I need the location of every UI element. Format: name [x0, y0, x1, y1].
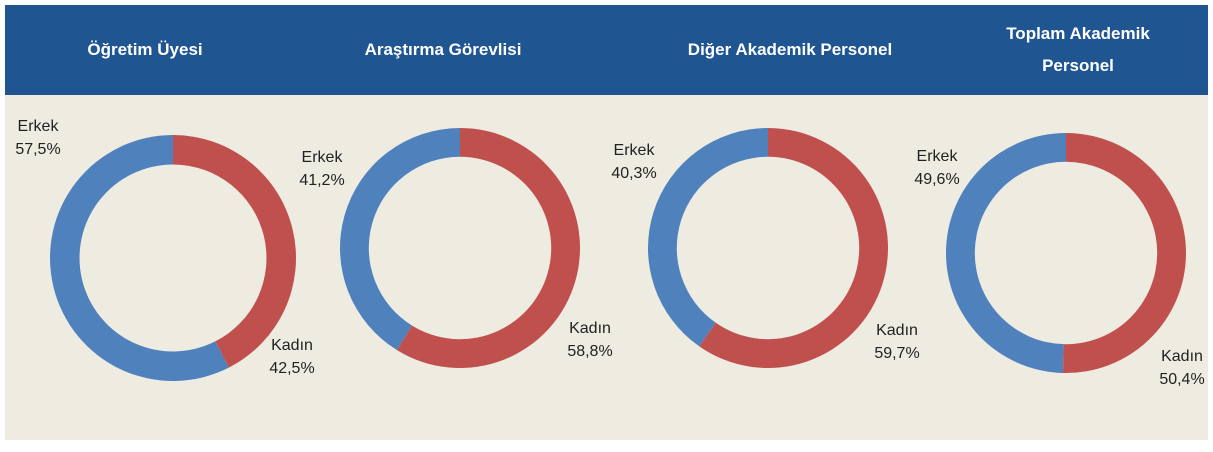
slice-label: Erkek	[302, 149, 344, 166]
value-label: 58,8%	[567, 343, 612, 360]
chart-title: Araştırma Görevlisi	[364, 40, 522, 59]
value-label: 59,7%	[874, 345, 919, 362]
slice-label: Kadın	[1161, 348, 1203, 365]
donut-slice	[396, 128, 580, 368]
slice-label: Kadın	[876, 322, 918, 339]
value-label: 42,5%	[269, 360, 314, 377]
chart-title: Diğer Akademik Personel	[687, 40, 893, 59]
chart-title: Öğretim Üyesi	[87, 40, 203, 59]
slice-label: Kadın	[271, 337, 313, 354]
value-label: 41,2%	[299, 172, 344, 189]
value-label: 57,5%	[15, 141, 60, 158]
slice-label: Erkek	[18, 118, 60, 135]
donut-slice	[699, 128, 889, 369]
donut-slice	[173, 135, 296, 368]
donut-slice	[49, 135, 229, 382]
donut-slice	[945, 133, 1066, 373]
value-label: 40,3%	[611, 165, 656, 182]
donut-slice	[648, 128, 768, 347]
chart-title: Toplam Akademik Personel	[1006, 24, 1150, 75]
header	[5, 5, 1208, 95]
value-label: 50,4%	[1159, 371, 1204, 388]
value-label: 49,6%	[914, 171, 959, 188]
donut-slice	[1062, 133, 1186, 373]
slice-label: Erkek	[614, 142, 656, 159]
slice-label: Kadın	[569, 320, 611, 337]
slice-label: Erkek	[917, 148, 959, 165]
donut-slice	[340, 128, 460, 351]
